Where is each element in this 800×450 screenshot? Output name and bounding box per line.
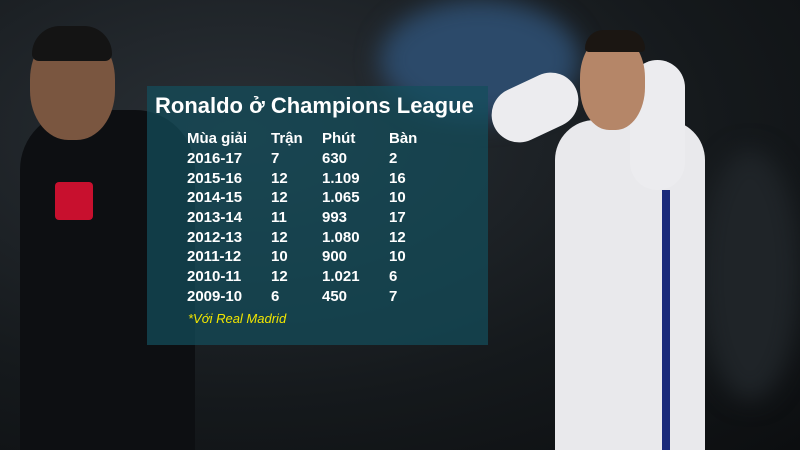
- header-minutes: Phút: [322, 130, 356, 148]
- napoli-player-hair: [32, 26, 112, 61]
- cell-season: 2013-14: [187, 209, 243, 227]
- cell-minutes: 1.065: [322, 189, 360, 207]
- table-row: 2011-12 10 900 10: [187, 247, 429, 267]
- header-season: Mùa giải: [187, 130, 248, 148]
- cell-goals: 16: [389, 169, 406, 187]
- cell-goals: 17: [389, 209, 406, 227]
- table-row: 2016-17 7 630 2: [187, 149, 429, 169]
- sponsor-logo: [55, 182, 93, 220]
- cell-goals: 6: [389, 268, 398, 286]
- cell-season: 2011-12: [187, 248, 242, 266]
- stats-table: Mùa giải Trận Phút Bàn 2016-17 7 630 2 2015-…: [187, 129, 429, 306]
- ronaldo-hair: [585, 30, 645, 52]
- table-row: 2014-15 12 1.065 10: [187, 188, 429, 208]
- cell-minutes: 900: [322, 248, 348, 266]
- cell-matches: 6: [271, 287, 280, 305]
- stats-overlay: Ronaldo ở Champions League Mùa giải Trận…: [147, 86, 488, 345]
- cell-goals: 10: [389, 189, 406, 207]
- table-header-row: Mùa giải Trận Phút Bàn: [187, 129, 429, 149]
- cell-season: 2009-10: [187, 287, 243, 305]
- cell-season: 2012-13: [187, 228, 243, 246]
- overlay-title: Ronaldo ở Champions League: [155, 93, 474, 118]
- table-row: 2009-10 6 450 7: [187, 287, 429, 307]
- cell-season: 2014-15: [187, 189, 243, 207]
- cell-matches: 10: [271, 248, 288, 266]
- cell-goals: 12: [389, 228, 406, 246]
- cell-matches: 11: [271, 209, 287, 227]
- cell-matches: 12: [271, 268, 288, 286]
- table-row: 2013-14 11 993 17: [187, 208, 429, 228]
- cell-matches: 7: [271, 150, 280, 168]
- cell-goals: 7: [389, 287, 398, 305]
- shirt-stripe: [662, 190, 670, 450]
- cell-goals: 10: [389, 248, 406, 266]
- table-row: 2010-11 12 1.021 6: [187, 267, 429, 287]
- cell-matches: 12: [271, 228, 288, 246]
- cell-minutes: 630: [322, 150, 348, 168]
- cell-goals: 2: [389, 150, 398, 168]
- footnote: *Với Real Madrid: [188, 311, 287, 326]
- cell-minutes: 993: [322, 209, 348, 227]
- cell-minutes: 1.080: [322, 228, 360, 246]
- cell-minutes: 450: [322, 287, 348, 305]
- header-matches: Trận: [271, 130, 303, 148]
- crowd-blur: [700, 150, 800, 400]
- header-goals: Bàn: [389, 130, 418, 148]
- cell-minutes: 1.021: [322, 268, 360, 286]
- cell-season: 2015-16: [187, 169, 243, 187]
- cell-minutes: 1.109: [322, 169, 360, 187]
- cell-matches: 12: [271, 189, 288, 207]
- cell-matches: 12: [271, 169, 288, 187]
- table-row: 2015-16 12 1.109 16: [187, 168, 429, 188]
- cell-season: 2016-17: [187, 150, 243, 168]
- cell-season: 2010-11: [187, 268, 242, 286]
- table-row: 2012-13 12 1.080 12: [187, 227, 429, 247]
